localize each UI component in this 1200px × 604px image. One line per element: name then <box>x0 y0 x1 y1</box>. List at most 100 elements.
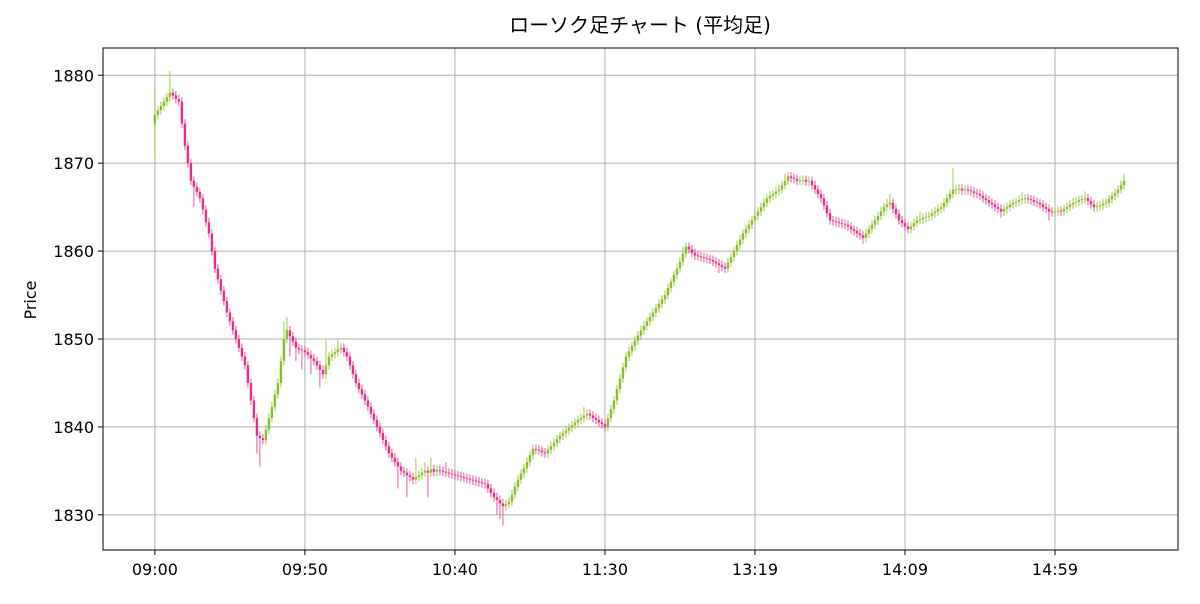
x-tick-label: 14:59 <box>1032 560 1078 579</box>
candle-body <box>765 198 769 203</box>
candle-body <box>192 180 196 187</box>
candle-body <box>153 114 157 124</box>
candle-body <box>1008 204 1012 208</box>
candle-body <box>606 418 610 427</box>
x-tick-label: 11:30 <box>582 560 628 579</box>
candle-body <box>909 226 913 230</box>
candle-body <box>918 219 922 221</box>
candle-body <box>564 430 568 434</box>
candle-body <box>885 204 889 208</box>
candle-body <box>750 220 754 225</box>
candle-body <box>1098 205 1102 207</box>
candle-body <box>789 176 793 179</box>
candle-body <box>243 356 247 366</box>
candle-body <box>270 406 274 419</box>
candle-body <box>648 317 652 322</box>
candle-body <box>507 501 511 505</box>
candle-body <box>1059 210 1063 212</box>
candle-body <box>1032 200 1036 202</box>
candle-body <box>690 249 694 253</box>
candle-body <box>735 244 739 252</box>
candle-body <box>501 503 505 507</box>
x-tick-label: 14:09 <box>882 560 928 579</box>
candle-body <box>981 195 985 199</box>
candle-body <box>636 335 640 341</box>
candle-body <box>510 494 514 502</box>
candle-body <box>219 279 223 291</box>
candle-body <box>762 202 766 208</box>
candle-body <box>891 202 895 209</box>
candle-body <box>963 189 967 191</box>
candle-body <box>195 186 199 193</box>
candle-body <box>216 268 220 280</box>
candle-body <box>537 449 541 451</box>
candle-body <box>402 470 406 473</box>
candle-body <box>717 263 721 266</box>
candle-body <box>705 258 709 259</box>
candle-body <box>486 484 490 489</box>
candle-body <box>852 229 856 231</box>
candle-body <box>582 415 586 419</box>
candle-body <box>768 195 772 199</box>
candle-body <box>795 178 799 181</box>
candle-body <box>411 477 415 480</box>
candle-body <box>432 469 436 472</box>
candle-body <box>471 479 475 481</box>
candle-body <box>696 255 700 257</box>
candle-body <box>468 478 472 480</box>
candle-body <box>660 299 664 304</box>
candle-body <box>1050 211 1054 213</box>
candle-body <box>357 382 361 390</box>
candle-body <box>579 418 583 420</box>
candle-body <box>780 185 784 190</box>
candle-body <box>207 222 211 234</box>
candle-body <box>567 427 571 431</box>
candle-body <box>321 369 325 375</box>
candle-body <box>345 352 349 357</box>
candle-body <box>1017 200 1021 202</box>
candle-body <box>1002 208 1006 212</box>
candle-body <box>576 419 580 423</box>
candle-body <box>975 193 979 194</box>
candle-body <box>681 253 685 262</box>
candle-body <box>555 439 559 443</box>
candle-body <box>816 189 820 194</box>
candle-body <box>822 198 826 206</box>
candle-body <box>630 346 634 352</box>
candle-body <box>162 101 166 107</box>
candle-body <box>657 303 661 309</box>
candle-body <box>315 360 319 366</box>
candle-body <box>588 413 592 416</box>
candle-body <box>972 191 976 194</box>
candle-body <box>366 400 370 407</box>
plot-frame <box>102 47 1179 551</box>
candle-body <box>984 198 988 201</box>
candle-body <box>228 312 232 322</box>
candle-body <box>318 365 322 370</box>
candle-body <box>954 189 958 191</box>
candle-body <box>552 442 556 447</box>
candle-body <box>246 365 250 383</box>
candle-body <box>252 400 256 419</box>
candle-body <box>1053 211 1057 213</box>
candle-body <box>732 251 736 258</box>
candle-body <box>1116 189 1120 194</box>
candle-body <box>858 233 862 236</box>
candle-body <box>159 106 163 111</box>
candle-body <box>255 418 259 436</box>
y-tick-label: 1830 <box>53 506 94 525</box>
candle-body <box>738 239 742 245</box>
candle-body <box>1113 193 1117 196</box>
candle-body <box>939 207 943 209</box>
candle-body <box>375 419 379 427</box>
x-tick-label: 10:40 <box>432 560 478 579</box>
candle-body <box>429 469 433 473</box>
candle-body <box>435 469 439 472</box>
candle-body <box>396 462 400 467</box>
candle-body <box>165 97 169 102</box>
candle-body <box>1047 208 1051 212</box>
candle-body <box>264 429 268 441</box>
candle-body <box>843 223 847 225</box>
candle-body <box>360 389 364 395</box>
candle-body <box>156 110 160 115</box>
